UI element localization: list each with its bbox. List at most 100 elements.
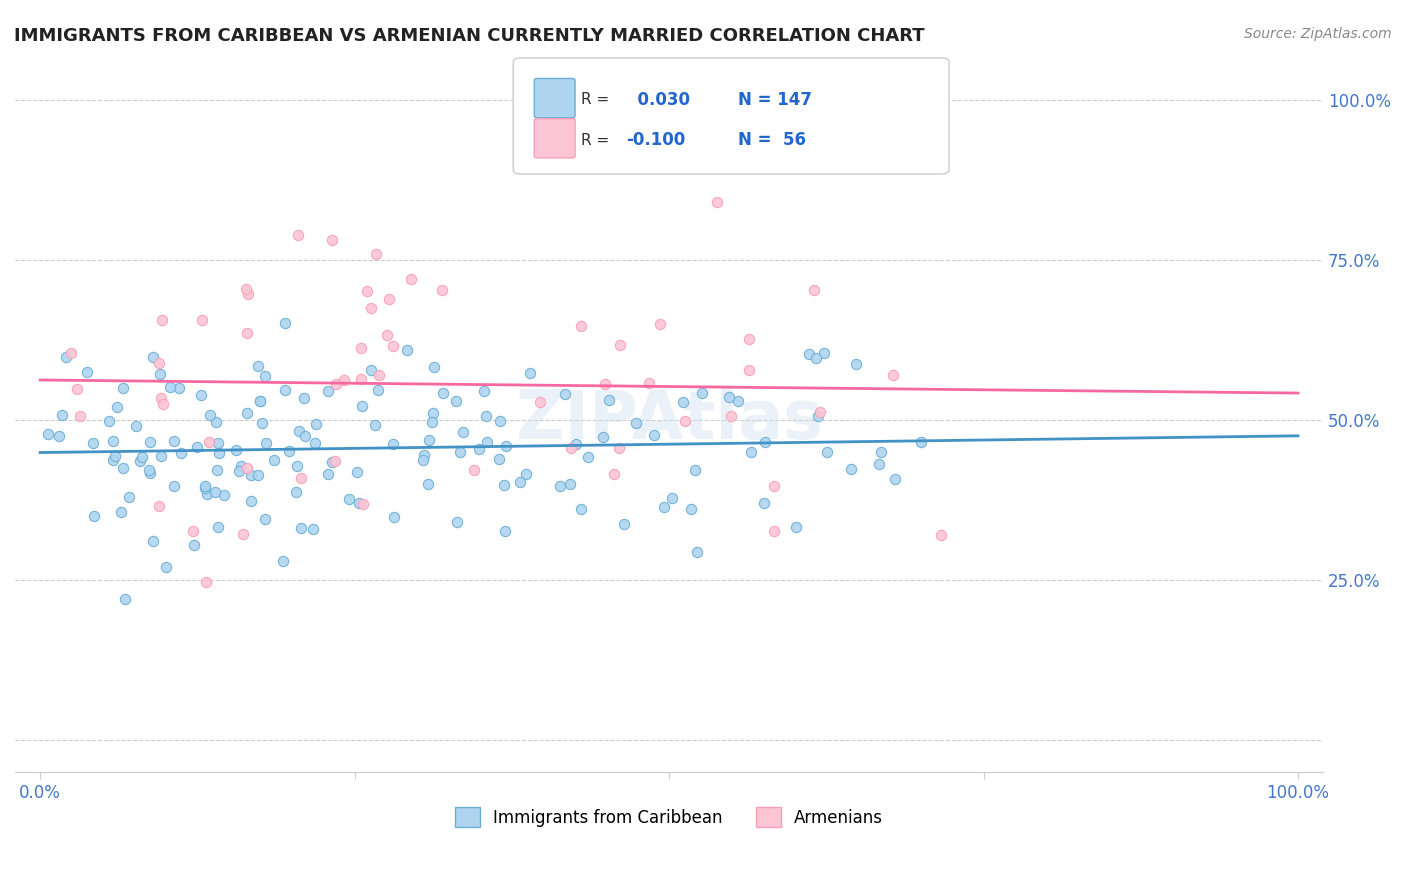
Point — [125, 419, 148, 434]
Point — [195, 575, 218, 590]
Point — [569, 502, 592, 516]
Point — [194, 479, 217, 493]
Point — [235, 282, 257, 296]
Point — [131, 450, 153, 465]
Point — [142, 350, 165, 364]
Point — [399, 271, 422, 285]
Point — [163, 479, 186, 493]
Point — [412, 452, 434, 467]
Point — [253, 512, 276, 526]
Point — [288, 424, 311, 438]
Point — [198, 434, 221, 449]
Point — [609, 338, 631, 352]
Point — [803, 284, 825, 298]
Point — [839, 462, 862, 476]
Point — [613, 516, 636, 531]
Point — [382, 510, 405, 524]
Point — [845, 357, 868, 371]
Point — [236, 406, 259, 420]
Point — [292, 391, 315, 405]
Point — [420, 415, 443, 429]
Text: 0.030: 0.030 — [626, 91, 690, 109]
Point — [449, 444, 471, 458]
Point — [785, 520, 807, 534]
Point — [607, 441, 630, 455]
Point — [111, 461, 134, 475]
Point — [352, 498, 374, 512]
Point — [569, 318, 592, 333]
Point — [197, 487, 219, 501]
Point — [364, 246, 387, 260]
Point — [763, 478, 786, 492]
Point — [808, 405, 831, 419]
Point — [494, 524, 516, 538]
Text: IMMIGRANTS FROM CARIBBEAN VS ARMENIAN CURRENTLY MARRIED CORRELATION CHART: IMMIGRANTS FROM CARIBBEAN VS ARMENIAN CU… — [14, 27, 925, 45]
Point — [451, 425, 474, 439]
Point — [754, 434, 776, 449]
Point — [304, 436, 326, 450]
Point — [247, 468, 270, 483]
Point — [661, 491, 683, 505]
Point — [515, 467, 537, 482]
Point — [554, 386, 576, 401]
Point — [60, 346, 83, 360]
Point — [910, 435, 932, 450]
Point — [799, 347, 821, 361]
Point — [205, 416, 228, 430]
Point — [149, 367, 172, 381]
Point — [347, 496, 370, 510]
Point — [155, 560, 177, 574]
Point — [706, 194, 728, 209]
Point — [477, 435, 499, 450]
Point — [468, 442, 491, 456]
Point — [65, 382, 87, 396]
Point — [463, 463, 485, 477]
Point — [685, 545, 707, 559]
Point — [111, 381, 134, 395]
Point — [360, 363, 382, 377]
Point — [333, 373, 356, 387]
Point — [246, 359, 269, 374]
Point — [413, 448, 436, 462]
Point — [254, 436, 277, 450]
Point — [475, 409, 498, 424]
Point — [738, 363, 761, 377]
Point — [422, 406, 444, 420]
Point — [83, 509, 105, 524]
Point — [337, 492, 360, 507]
Point — [231, 459, 253, 474]
Point — [148, 356, 170, 370]
Point — [652, 500, 675, 514]
Point — [495, 439, 517, 453]
Point — [183, 538, 205, 552]
Point — [624, 416, 647, 430]
Point — [603, 467, 626, 481]
Point — [883, 472, 905, 486]
Point — [181, 524, 204, 538]
Point — [762, 524, 785, 539]
Point — [294, 429, 316, 443]
Point — [416, 476, 439, 491]
Point — [325, 376, 347, 391]
Point — [287, 227, 309, 242]
Point — [418, 434, 440, 448]
Point — [650, 317, 672, 331]
Point — [152, 397, 174, 411]
Point — [150, 449, 173, 463]
Point — [494, 478, 516, 492]
Point — [277, 444, 299, 458]
Point — [882, 368, 904, 382]
Point — [98, 414, 121, 428]
Point — [139, 435, 162, 450]
Point — [868, 457, 890, 471]
Point — [190, 388, 212, 402]
Point — [253, 369, 276, 384]
Point — [207, 436, 229, 450]
Point — [598, 393, 620, 408]
Point — [316, 467, 339, 482]
Point — [138, 466, 160, 480]
Point — [235, 461, 257, 475]
Point — [576, 450, 599, 464]
Point — [690, 385, 713, 400]
Point — [356, 284, 378, 298]
